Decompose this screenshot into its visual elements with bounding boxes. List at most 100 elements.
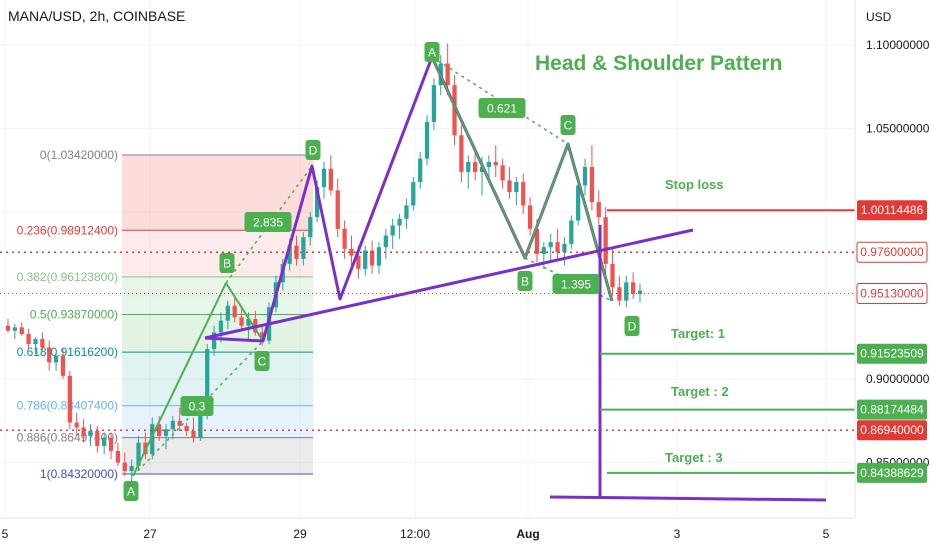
candle-body	[548, 242, 553, 248]
price-axis-bg	[855, 0, 932, 550]
candle-body	[527, 205, 533, 229]
candle-body	[576, 185, 581, 221]
candle-body	[335, 190, 340, 229]
point-label-c: C	[258, 355, 267, 369]
candle-body	[53, 355, 59, 363]
candle-body	[479, 167, 485, 173]
x-tick-label: 3	[674, 527, 681, 541]
candle-body	[198, 415, 203, 438]
harmonic-zigzag-right	[431, 56, 613, 302]
pattern-drawings: Head & Shoulder Pattern Stop loss Target: …	[0, 42, 855, 502]
candle-body	[67, 375, 72, 423]
point-label-a-head: A	[428, 46, 436, 60]
candle-body	[239, 317, 244, 326]
candle-body	[191, 430, 196, 438]
ratio-label-1395-bg	[552, 274, 600, 294]
candle-body	[383, 235, 388, 248]
candle-body	[150, 424, 155, 455]
candle-body	[376, 247, 382, 266]
fib-band	[122, 352, 313, 406]
candle-body	[136, 442, 141, 466]
y-tick-label: 1.05000000	[866, 122, 930, 136]
fib-level-label: 0.786(0.88407400)	[17, 399, 118, 413]
point-label-d: D	[309, 144, 318, 158]
x-tick-label: 5	[823, 527, 830, 541]
y-tick-label: 0.90000000	[866, 372, 930, 386]
candle-body	[603, 217, 608, 264]
candle-body	[342, 228, 347, 249]
candle-body	[321, 168, 327, 188]
candle-body	[102, 437, 107, 446]
candle-body	[246, 319, 251, 326]
point-label-d-right: D	[628, 320, 637, 334]
point-label-b-right: B	[521, 275, 529, 289]
pattern-title: Head & Shoulder Pattern	[535, 52, 782, 75]
candle-body	[115, 450, 121, 463]
price-label: 0.91523509	[860, 347, 924, 361]
fib-level-label: 0.382(0.96123800)	[17, 270, 118, 284]
x-tick-label: 5	[2, 527, 9, 541]
fib-level-label: 1(0.84320000)	[40, 467, 118, 481]
candle-body	[19, 327, 24, 335]
stop-loss-label: Stop loss	[665, 177, 724, 192]
candle-body	[596, 202, 601, 218]
symbol-title: MANA/USD, 2h, COINBASE	[8, 8, 186, 24]
candle-body	[562, 243, 567, 253]
point-label-d-bg	[305, 140, 321, 160]
candle-body	[108, 437, 114, 451]
candle-body	[617, 287, 622, 301]
ratio-label-2835-bg	[244, 212, 292, 232]
candle-body	[541, 247, 546, 254]
candle-body	[349, 248, 354, 256]
price-label: 0.88174484	[860, 403, 924, 417]
candle-body	[328, 168, 333, 191]
candle-body	[466, 162, 471, 173]
price-label: 0.95130000	[860, 286, 924, 300]
candle-body	[582, 167, 588, 186]
candle-body	[404, 205, 409, 219]
ratio-label-03-bg	[180, 396, 214, 416]
candle-body	[363, 250, 368, 269]
candle-body	[424, 121, 430, 159]
candle-body	[74, 422, 79, 428]
candle-body	[218, 320, 224, 333]
fib-level-label: 0.5(0.93870000)	[30, 308, 118, 322]
candle-body	[157, 424, 162, 436]
x-tick-label: 12:00	[400, 527, 430, 541]
candle-body	[569, 220, 574, 244]
candles	[5, 43, 643, 483]
candle-body	[610, 263, 615, 288]
candle-body	[163, 429, 169, 436]
candle-body	[122, 462, 127, 471]
point-label-a-head-bg	[424, 42, 440, 62]
candle-body	[81, 427, 86, 436]
candle-body	[631, 282, 636, 294]
x-tick-label: 27	[143, 527, 157, 541]
candle-body	[308, 217, 313, 238]
price-label-bg	[857, 399, 927, 420]
price-label-bg	[857, 200, 927, 221]
candle-body	[534, 228, 540, 254]
candle-body	[473, 162, 478, 173]
candle-body	[211, 332, 217, 350]
harmonic-ac-dotted	[431, 56, 569, 145]
target1-label: Target: 1	[671, 326, 725, 341]
neckline	[204, 228, 694, 340]
fib-level-label: 0.236(0.98912400)	[17, 223, 118, 237]
candle-body	[445, 63, 450, 86]
candle-body	[47, 347, 52, 363]
price-label: 1.00114486	[861, 203, 924, 217]
currency-label: USD	[866, 10, 892, 24]
candle-body	[431, 85, 437, 122]
fib-level-label: 0.618(0.91616200)	[17, 345, 118, 359]
price-label-bg	[856, 282, 928, 304]
candle-body	[95, 430, 100, 446]
candle-body	[411, 182, 416, 206]
candle-body	[624, 282, 629, 301]
candle-body	[129, 465, 134, 471]
point-label-a: A	[127, 485, 135, 499]
candle-body	[260, 332, 265, 341]
candle-body	[589, 167, 595, 203]
